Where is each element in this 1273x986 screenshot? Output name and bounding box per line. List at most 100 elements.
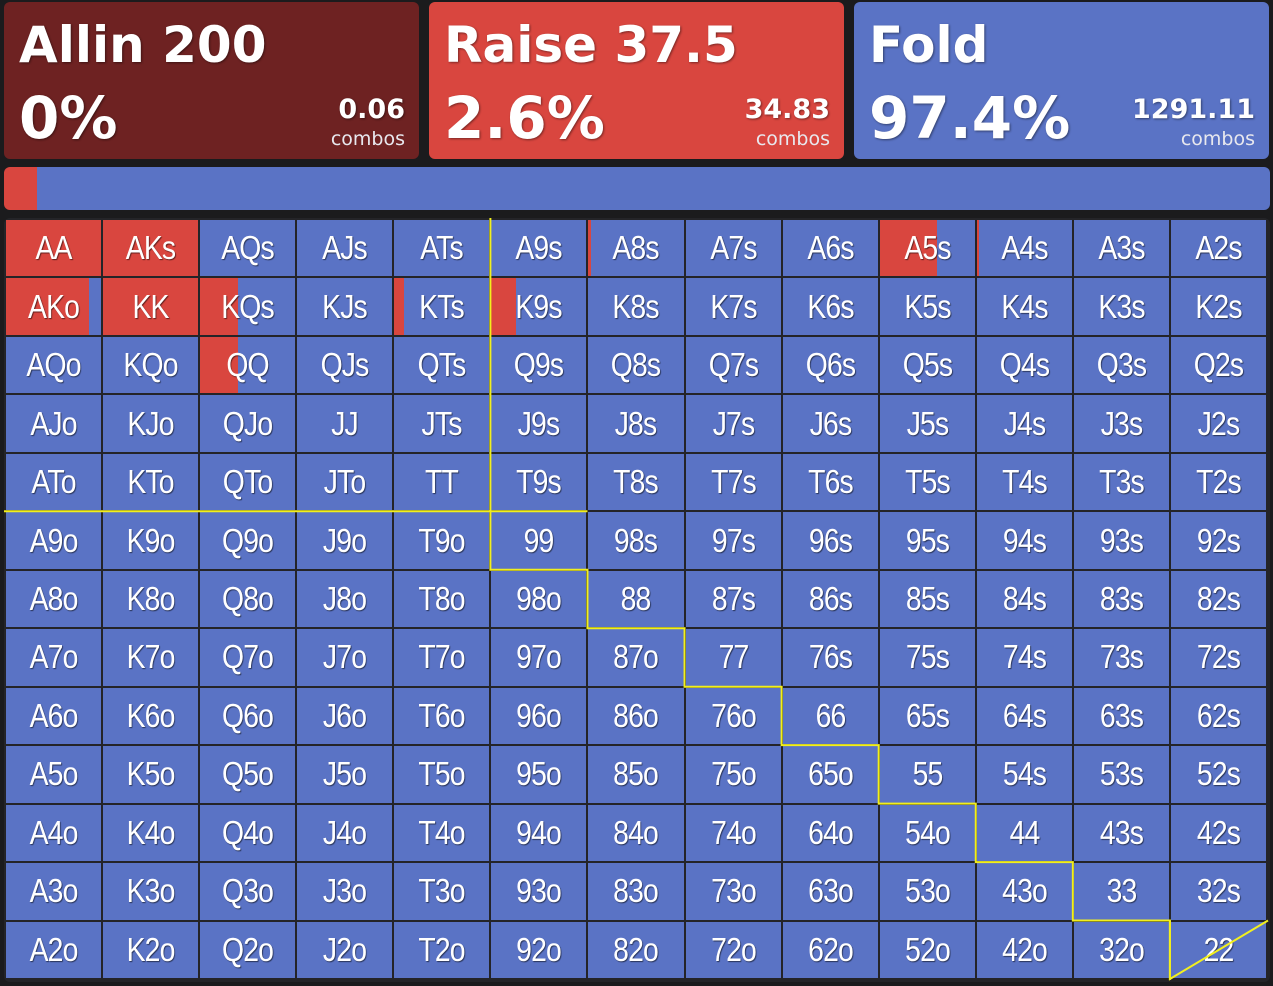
hand-cell-85s[interactable]: 85s <box>879 570 975 628</box>
hand-cell-QTo[interactable]: QTo <box>200 453 296 511</box>
hand-cell-99[interactable]: 99 <box>491 512 587 569</box>
hand-cell-74s[interactable]: 74s <box>976 629 1072 686</box>
hand-cell-J2o[interactable]: J2o <box>297 921 393 978</box>
hand-cell-Q8s[interactable]: Q8s <box>588 336 684 394</box>
hand-cell-K3s[interactable]: K3s <box>1073 278 1169 335</box>
hand-cell-J6s[interactable]: J6s <box>782 395 878 452</box>
hand-cell-87s[interactable]: 87s <box>685 570 781 628</box>
hand-cell-Q7o[interactable]: Q7o <box>200 629 296 686</box>
hand-cell-92o[interactable]: 92o <box>491 921 587 978</box>
hand-cell-A6o[interactable]: A6o <box>6 687 102 745</box>
hand-cell-Q6o[interactable]: Q6o <box>200 687 296 745</box>
hand-cell-76s[interactable]: 76s <box>782 629 878 686</box>
hand-cell-86s[interactable]: 86s <box>782 570 878 628</box>
hand-cell-K7o[interactable]: K7o <box>103 629 199 686</box>
hand-cell-K2o[interactable]: K2o <box>103 921 199 978</box>
hand-cell-43s[interactable]: 43s <box>1073 804 1169 862</box>
hand-cell-K5o[interactable]: K5o <box>103 746 199 803</box>
hand-cell-K5s[interactable]: K5s <box>879 278 975 335</box>
hand-cell-T4o[interactable]: T4o <box>394 804 490 862</box>
hand-cell-K3o[interactable]: K3o <box>103 863 199 920</box>
action-card-fold[interactable]: Fold 97.4% 1291.11 combos <box>854 2 1269 159</box>
hand-cell-A5s[interactable]: A5s <box>879 220 975 277</box>
hand-cell-32s[interactable]: 32s <box>1170 863 1266 920</box>
hand-cell-85o[interactable]: 85o <box>588 746 684 803</box>
hand-cell-T7o[interactable]: T7o <box>394 629 490 686</box>
hand-cell-T2s[interactable]: T2s <box>1170 453 1266 511</box>
hand-cell-64s[interactable]: 64s <box>976 687 1072 745</box>
hand-cell-44[interactable]: 44 <box>976 804 1072 862</box>
hand-cell-J7o[interactable]: J7o <box>297 629 393 686</box>
hand-cell-Q3s[interactable]: Q3s <box>1073 336 1169 394</box>
hand-cell-65o[interactable]: 65o <box>782 746 878 803</box>
hand-cell-A3s[interactable]: A3s <box>1073 220 1169 277</box>
action-card-raise[interactable]: Raise 37.5 2.6% 34.83 combos <box>429 2 844 159</box>
hand-cell-QTs[interactable]: QTs <box>394 336 490 394</box>
hand-cell-A7s[interactable]: A7s <box>685 220 781 277</box>
hand-cell-97s[interactable]: 97s <box>685 512 781 569</box>
hand-cell-T5o[interactable]: T5o <box>394 746 490 803</box>
hand-cell-94o[interactable]: 94o <box>491 804 587 862</box>
hand-cell-KQo[interactable]: KQo <box>103 336 199 394</box>
hand-cell-63s[interactable]: 63s <box>1073 687 1169 745</box>
hand-cell-77[interactable]: 77 <box>685 629 781 686</box>
hand-cell-AA[interactable]: AA <box>6 220 102 277</box>
hand-cell-JTo[interactable]: JTo <box>297 453 393 511</box>
hand-cell-T3o[interactable]: T3o <box>394 863 490 920</box>
hand-cell-76o[interactable]: 76o <box>685 687 781 745</box>
hand-cell-A8s[interactable]: A8s <box>588 220 684 277</box>
hand-cell-52o[interactable]: 52o <box>879 921 975 978</box>
hand-cell-K9o[interactable]: K9o <box>103 512 199 569</box>
hand-cell-KTs[interactable]: KTs <box>394 278 490 335</box>
hand-cell-94s[interactable]: 94s <box>976 512 1072 569</box>
hand-cell-ATs[interactable]: ATs <box>394 220 490 277</box>
hand-cell-75o[interactable]: 75o <box>685 746 781 803</box>
hand-cell-66[interactable]: 66 <box>782 687 878 745</box>
hand-cell-Q4s[interactable]: Q4s <box>976 336 1072 394</box>
hand-cell-KJs[interactable]: KJs <box>297 278 393 335</box>
hand-cell-72s[interactable]: 72s <box>1170 629 1266 686</box>
hand-cell-Q9s[interactable]: Q9s <box>491 336 587 394</box>
hand-cell-K6o[interactable]: K6o <box>103 687 199 745</box>
hand-cell-55[interactable]: 55 <box>879 746 975 803</box>
hand-cell-96s[interactable]: 96s <box>782 512 878 569</box>
hand-cell-Q3o[interactable]: Q3o <box>200 863 296 920</box>
hand-cell-Q7s[interactable]: Q7s <box>685 336 781 394</box>
hand-cell-A4o[interactable]: A4o <box>6 804 102 862</box>
hand-cell-Q8o[interactable]: Q8o <box>200 570 296 628</box>
hand-cell-88[interactable]: 88 <box>588 570 684 628</box>
hand-cell-95o[interactable]: 95o <box>491 746 587 803</box>
hand-cell-K6s[interactable]: K6s <box>782 278 878 335</box>
hand-cell-T8o[interactable]: T8o <box>394 570 490 628</box>
hand-cell-J2s[interactable]: J2s <box>1170 395 1266 452</box>
hand-cell-TT[interactable]: TT <box>394 453 490 511</box>
hand-cell-93o[interactable]: 93o <box>491 863 587 920</box>
hand-cell-T6o[interactable]: T6o <box>394 687 490 745</box>
hand-cell-J9s[interactable]: J9s <box>491 395 587 452</box>
hand-cell-JJ[interactable]: JJ <box>297 395 393 452</box>
hand-cell-J3o[interactable]: J3o <box>297 863 393 920</box>
hand-cell-98o[interactable]: 98o <box>491 570 587 628</box>
hand-cell-74o[interactable]: 74o <box>685 804 781 862</box>
hand-cell-A6s[interactable]: A6s <box>782 220 878 277</box>
action-card-allin[interactable]: Allin 200 0% 0.06 combos <box>4 2 419 159</box>
hand-cell-T9s[interactable]: T9s <box>491 453 587 511</box>
hand-cell-T8s[interactable]: T8s <box>588 453 684 511</box>
hand-cell-Q4o[interactable]: Q4o <box>200 804 296 862</box>
hand-cell-K4o[interactable]: K4o <box>103 804 199 862</box>
hand-cell-65s[interactable]: 65s <box>879 687 975 745</box>
hand-cell-82o[interactable]: 82o <box>588 921 684 978</box>
hand-cell-KQs[interactable]: KQs <box>200 278 296 335</box>
hand-cell-A5o[interactable]: A5o <box>6 746 102 803</box>
hand-cell-Q6s[interactable]: Q6s <box>782 336 878 394</box>
hand-cell-J9o[interactable]: J9o <box>297 512 393 569</box>
hand-cell-K9s[interactable]: K9s <box>491 278 587 335</box>
hand-cell-T4s[interactable]: T4s <box>976 453 1072 511</box>
hand-cell-A7o[interactable]: A7o <box>6 629 102 686</box>
hand-cell-QJs[interactable]: QJs <box>297 336 393 394</box>
hand-cell-T3s[interactable]: T3s <box>1073 453 1169 511</box>
hand-cell-T7s[interactable]: T7s <box>685 453 781 511</box>
hand-cell-54o[interactable]: 54o <box>879 804 975 862</box>
hand-cell-AQs[interactable]: AQs <box>200 220 296 277</box>
hand-cell-97o[interactable]: 97o <box>491 629 587 686</box>
